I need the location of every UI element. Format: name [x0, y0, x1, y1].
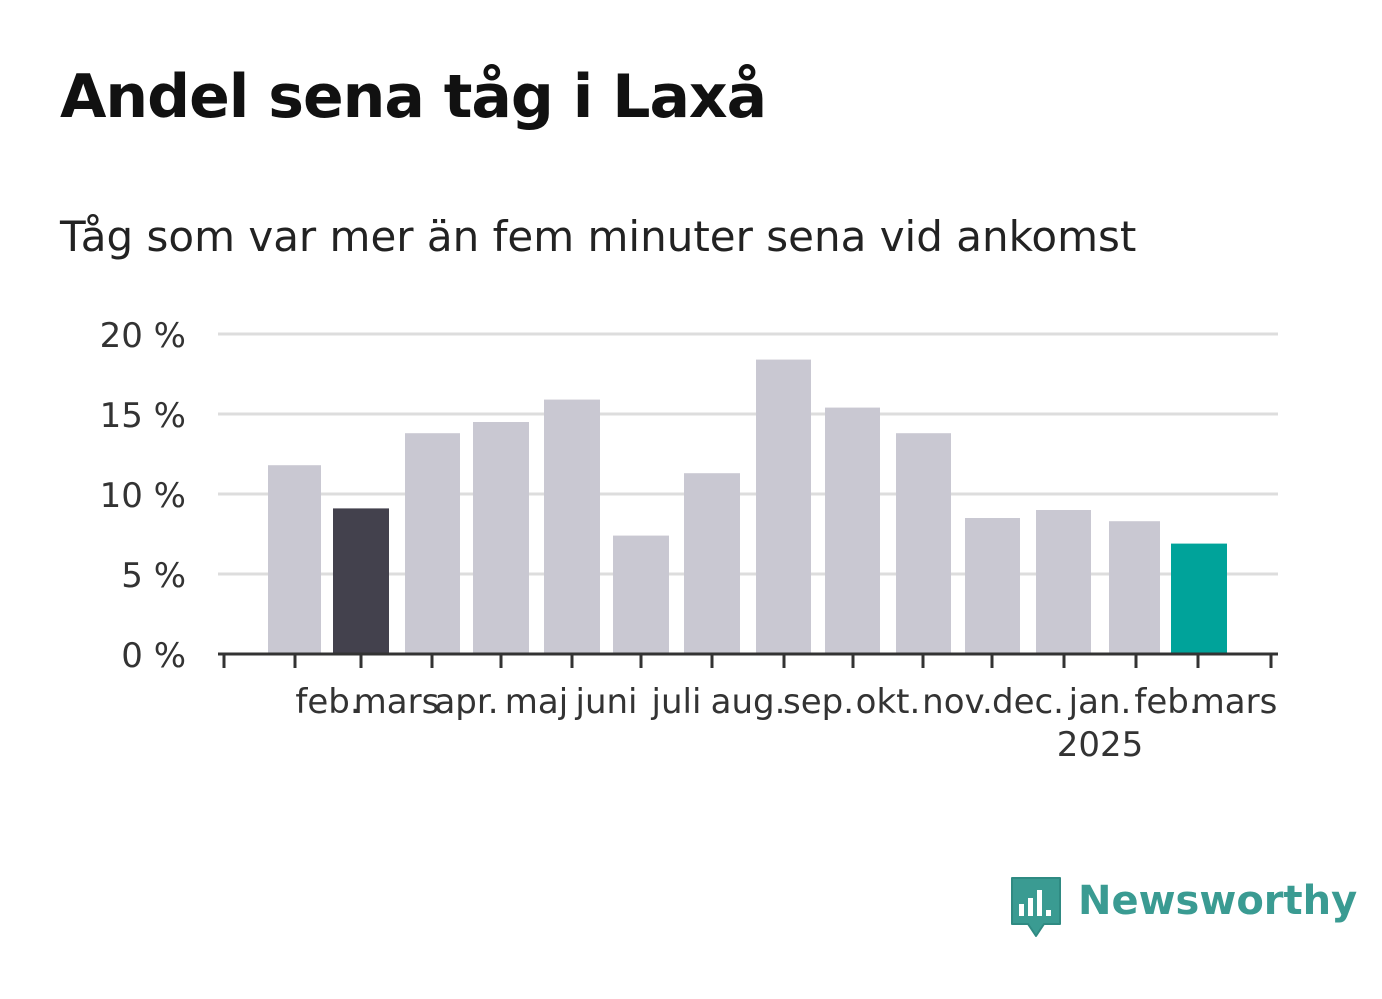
y-tick-label: 15 %	[100, 396, 186, 436]
bar	[896, 433, 951, 654]
bars	[268, 359, 1227, 654]
bar-chart-speech-bubble-icon	[1011, 877, 1061, 937]
x-tick-label: mars	[354, 682, 440, 722]
y-axis-labels: 0 % 5 % 10 % 15 % 20 %	[100, 316, 186, 676]
bar	[684, 473, 740, 654]
bar	[473, 422, 529, 654]
x-tick-label: juni	[575, 682, 638, 722]
bar	[1171, 543, 1227, 654]
bar	[1036, 510, 1091, 654]
x-tick-label: nov.	[922, 682, 993, 722]
x-axis	[218, 652, 1278, 668]
bar	[756, 359, 811, 654]
bar	[544, 399, 600, 654]
x-tick-label: sep.	[783, 682, 854, 722]
chart-title: Andel sena tåg i Laxå	[60, 62, 767, 132]
y-tick-label: 5 %	[121, 556, 186, 596]
x-tick-label: aug.	[711, 682, 786, 722]
bar	[965, 518, 1020, 654]
x-tick-label: apr.	[434, 682, 498, 722]
gridlines	[218, 332, 1278, 576]
y-tick-label: 0 %	[121, 636, 186, 676]
x-tick-label: jan.	[1068, 682, 1132, 722]
bar	[1109, 521, 1160, 654]
x-tick-sublabel: 2025	[1057, 725, 1144, 765]
x-tick-label: feb.	[295, 682, 360, 722]
y-tick-label: 10 %	[100, 476, 186, 516]
bar	[825, 407, 880, 654]
newsworthy-logo: Newsworthy	[1010, 876, 1357, 940]
bar	[268, 465, 321, 654]
x-tick-label: maj	[505, 682, 568, 722]
y-tick-label: 20 %	[100, 316, 186, 356]
logo-text: Newsworthy	[1078, 878, 1358, 924]
x-tick-label: feb.	[1134, 682, 1199, 722]
bar	[405, 433, 460, 654]
bar	[613, 535, 669, 654]
bar	[333, 508, 389, 654]
x-tick-label: mars	[1192, 682, 1278, 722]
x-tick-label: okt.	[856, 682, 921, 722]
x-tick-label: dec.	[992, 682, 1064, 722]
x-tick-label: juli	[651, 682, 702, 722]
chart-subtitle: Tåg som var mer än fem minuter sena vid …	[60, 212, 1137, 261]
